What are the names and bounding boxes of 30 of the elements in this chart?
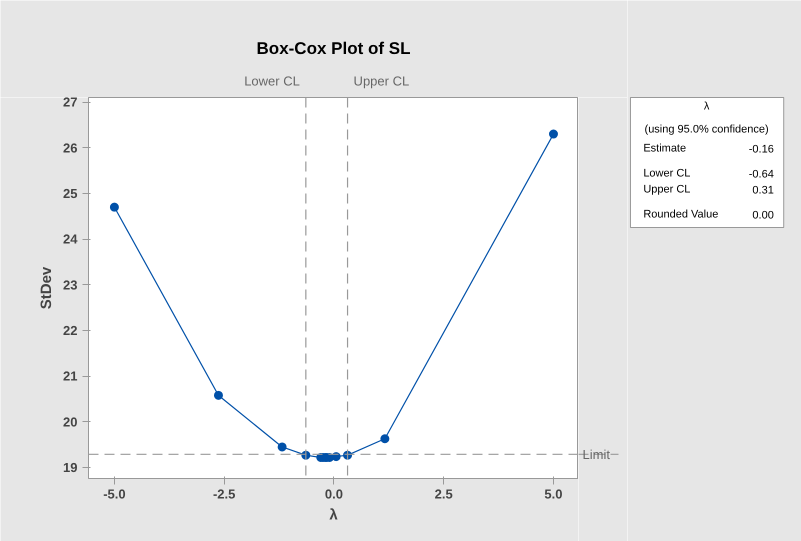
x-tick-label: 0.0 bbox=[324, 486, 343, 502]
y-tick-label: 19 bbox=[63, 460, 78, 476]
text: 0.00 bbox=[752, 210, 774, 222]
x-tick-label: -5.0 bbox=[103, 486, 126, 502]
ref-line-label: Lower CL bbox=[244, 74, 300, 88]
ref-line-label: Limit bbox=[582, 446, 610, 462]
x-axis-title: λ bbox=[329, 506, 338, 524]
chart-title: Box-Cox Plot of SL bbox=[256, 39, 410, 58]
text: -0.64 bbox=[748, 168, 774, 180]
y-tick-label: 27 bbox=[63, 94, 78, 110]
y-tick-label: 20 bbox=[63, 414, 78, 430]
text: λ bbox=[704, 100, 710, 112]
y-tick-label: 23 bbox=[63, 277, 78, 292]
y-tick-label: 22 bbox=[63, 322, 78, 338]
y-tick-label: 26 bbox=[63, 140, 78, 156]
text: 0.31 bbox=[752, 184, 774, 196]
text: Estimate bbox=[643, 142, 686, 154]
ref-line-label: Upper CL bbox=[354, 74, 410, 88]
text: -0.16 bbox=[748, 144, 774, 156]
text: Upper CL bbox=[643, 184, 690, 196]
y-tick-label: 21 bbox=[63, 368, 78, 384]
x-tick-label: 2.5 bbox=[434, 486, 453, 502]
y-axis-title: StDev bbox=[38, 266, 56, 310]
x-tick-label: -2.5 bbox=[212, 486, 236, 502]
text: Lower CL bbox=[643, 168, 690, 180]
x-tick-label: 5.0 bbox=[544, 486, 563, 502]
y-tick-label: 24 bbox=[63, 232, 78, 247]
text: (using 95.0% confidence) bbox=[644, 124, 769, 136]
text: Rounded Value bbox=[643, 208, 718, 220]
y-tick-label: 25 bbox=[63, 186, 78, 201]
